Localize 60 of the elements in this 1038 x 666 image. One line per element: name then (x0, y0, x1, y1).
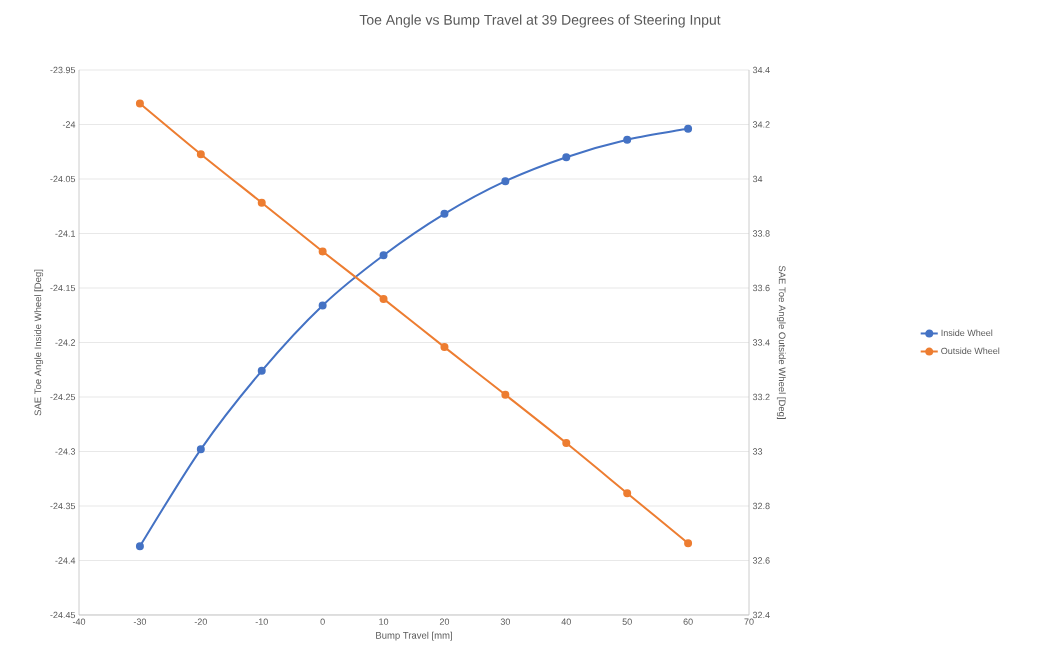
point (501, 177, 510, 186)
y2-tick-label: 32.4 (752, 611, 770, 619)
y-tick-label: -24 (62, 121, 76, 128)
y2-tick-label: 33.4 (752, 339, 770, 346)
point (440, 343, 449, 352)
y-tick-label: -24.3 (55, 448, 76, 455)
y-tick-label: -23.95 (50, 66, 76, 74)
x-tick-label: 70 (744, 618, 754, 625)
point (501, 390, 510, 399)
point (562, 153, 571, 162)
point (684, 539, 693, 548)
y2-tick-label: 33 (752, 448, 763, 455)
point (196, 150, 205, 159)
legend-label: Outside Wheel (941, 347, 1000, 355)
y2-tick-label: 33.8 (752, 230, 770, 237)
y2-tick-label: 34.2 (752, 121, 770, 128)
x-tick-label: 10 (379, 618, 389, 625)
x-tick-label: -40 (72, 618, 86, 625)
x-tick-label: 50 (622, 618, 632, 625)
y-tick-label: -24.45 (50, 611, 76, 619)
y2-axis-title: SAE Toe Angle Outside Wheel [Deg] (776, 265, 786, 419)
point (318, 301, 327, 310)
y-tick-label: -24.35 (50, 502, 76, 510)
x-tick-label: 20 (439, 618, 450, 625)
point (623, 489, 632, 498)
point (379, 294, 388, 303)
y-tick-label: -24.1 (55, 230, 76, 237)
point (135, 99, 144, 108)
legend-label: Inside Wheel (941, 329, 993, 337)
point (196, 445, 205, 454)
y2-tick-label: 34 (752, 175, 763, 183)
y-axis-title: SAE Toe Angle Inside Wheel [Deg] (34, 269, 44, 416)
x-tick-label: 0 (320, 618, 325, 625)
x-tick-label: 40 (561, 618, 571, 625)
y2-tick-label: 32.8 (752, 502, 770, 510)
x-axis-title: Bump Travel [mm] (376, 631, 452, 641)
x-tick-label: -30 (133, 618, 147, 625)
point (135, 542, 144, 551)
y2-tick-label: 32.6 (752, 557, 770, 564)
point (257, 366, 266, 375)
x-tick-label: 60 (683, 618, 693, 625)
point (684, 124, 693, 133)
y2-tick-label: 33.6 (752, 284, 770, 292)
point (257, 198, 266, 207)
y-tick-label: -24.25 (50, 393, 76, 401)
x-tick-label: 30 (500, 618, 511, 625)
y2-tick-label: 34.4 (752, 66, 770, 74)
x-tick-label: -20 (194, 618, 207, 625)
y-tick-label: -24.2 (55, 339, 76, 346)
point (318, 247, 327, 256)
point (379, 251, 388, 260)
point (440, 209, 449, 218)
chart-title: Toe Angle vs Bump Travel at 39 Degrees of Steering Input (359, 14, 721, 28)
y-tick-label: -24.15 (50, 284, 76, 292)
y-tick-label: -24.05 (50, 175, 76, 183)
x-tick-label: -10 (255, 618, 268, 625)
y2-tick-label: 33.2 (752, 393, 770, 401)
point (562, 439, 571, 448)
y-tick-label: -24.4 (55, 557, 76, 564)
point (623, 135, 632, 144)
